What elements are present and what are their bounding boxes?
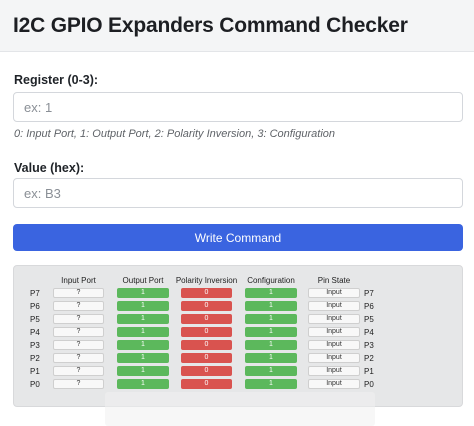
row-label-right: P7 [364,289,374,298]
row-label-left: P3 [30,341,40,350]
row-label-right: P0 [364,380,374,389]
register-label: Register (0-3): [14,73,99,87]
polarity-inversion-cell[interactable]: 0 [181,379,232,389]
output-port-cell[interactable]: 1 [117,340,169,350]
column-header-output-port: Output Port [122,276,164,285]
value-input[interactable] [13,178,463,208]
configuration-cell[interactable]: 1 [245,340,297,350]
row-label-left: P5 [30,315,40,324]
header-bar: I2C GPIO Expanders Command Checker [0,0,474,52]
row-label-right: P5 [364,315,374,324]
pin-state-cell: Input [308,366,360,376]
row-label-left: P7 [30,289,40,298]
polarity-inversion-cell[interactable]: 0 [181,288,232,298]
pin-state-cell: Input [308,288,360,298]
output-port-cell[interactable]: 1 [117,301,169,311]
value-label: Value (hex): [14,161,85,175]
pin-state-cell: Input [308,301,360,311]
polarity-inversion-cell[interactable]: 0 [181,314,232,324]
output-port-cell[interactable]: 1 [117,366,169,376]
pin-state-cell: Input [308,314,360,324]
column-header-input-port: Input Port [61,276,96,285]
input-port-cell: ? [53,288,104,298]
column-header-configuration: Configuration [247,276,295,285]
input-port-cell: ? [53,301,104,311]
polarity-inversion-cell[interactable]: 0 [181,327,232,337]
input-port-cell: ? [53,327,104,337]
polarity-inversion-cell[interactable]: 0 [181,366,232,376]
row-label-left: P2 [30,354,40,363]
output-port-cell[interactable]: 1 [117,327,169,337]
faded-footer-overlay [105,392,375,426]
output-port-cell[interactable]: 1 [117,314,169,324]
output-port-cell[interactable]: 1 [117,353,169,363]
row-label-right: P6 [364,302,374,311]
polarity-inversion-cell[interactable]: 0 [181,301,232,311]
row-label-left: P6 [30,302,40,311]
input-port-cell: ? [53,379,104,389]
row-label-right: P4 [364,328,374,337]
configuration-cell[interactable]: 1 [245,366,297,376]
row-label-right: P2 [364,354,374,363]
input-port-cell: ? [53,340,104,350]
pin-state-cell: Input [308,327,360,337]
configuration-cell[interactable]: 1 [245,379,297,389]
register-table: Input Port Output Port Polarity Inversio… [13,265,463,407]
pin-state-cell: Input [308,340,360,350]
polarity-inversion-cell[interactable]: 0 [181,340,232,350]
pin-state-cell: Input [308,379,360,389]
output-port-cell[interactable]: 1 [117,379,169,389]
row-label-left: P4 [30,328,40,337]
configuration-cell[interactable]: 1 [245,314,297,324]
write-command-button[interactable]: Write Command [13,224,463,251]
input-port-cell: ? [53,366,104,376]
row-label-right: P1 [364,367,374,376]
polarity-inversion-cell[interactable]: 0 [181,353,232,363]
configuration-cell[interactable]: 1 [245,301,297,311]
pin-state-cell: Input [308,353,360,363]
row-label-right: P3 [364,341,374,350]
configuration-cell[interactable]: 1 [245,353,297,363]
row-label-left: P0 [30,380,40,389]
output-port-cell[interactable]: 1 [117,288,169,298]
register-input[interactable] [13,92,463,122]
configuration-cell[interactable]: 1 [245,288,297,298]
page-title: I2C GPIO Expanders Command Checker [13,14,408,37]
column-header-pin-state: Pin State [317,276,351,285]
configuration-cell[interactable]: 1 [245,327,297,337]
input-port-cell: ? [53,314,104,324]
column-header-polarity-inversion: Polarity Inversion [175,276,238,285]
row-label-left: P1 [30,367,40,376]
input-port-cell: ? [53,353,104,363]
register-hint: 0: Input Port, 1: Output Port, 2: Polari… [14,128,336,140]
